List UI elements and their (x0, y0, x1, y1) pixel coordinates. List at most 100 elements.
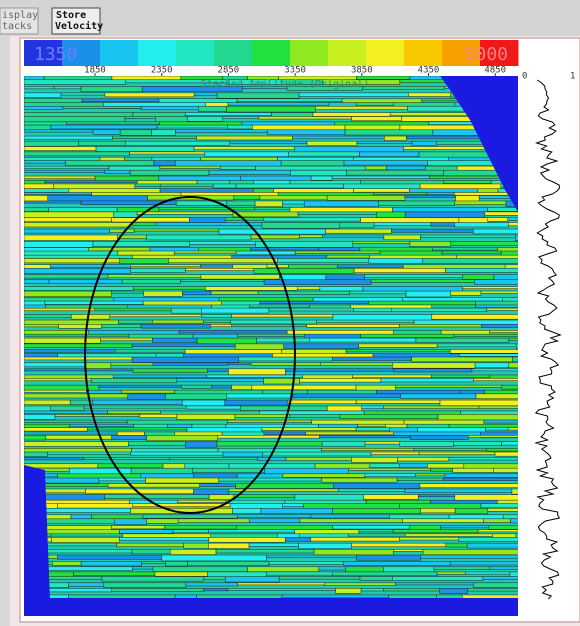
band (132, 566, 154, 570)
band (208, 537, 286, 543)
band (462, 274, 495, 280)
color-cell (24, 40, 63, 66)
band (165, 561, 188, 567)
band (359, 151, 420, 157)
band (507, 427, 518, 431)
button[interactable]: isplay tacks (0, 7, 39, 35)
band (24, 211, 114, 218)
band (475, 393, 518, 400)
band (216, 92, 300, 99)
band (81, 98, 160, 102)
band (450, 290, 482, 296)
color-cell (62, 40, 101, 66)
band (87, 427, 188, 431)
band (383, 234, 421, 241)
band (109, 314, 202, 317)
band (24, 207, 49, 212)
band (131, 356, 239, 363)
band (484, 211, 518, 216)
band (175, 129, 268, 133)
band (404, 211, 486, 218)
band (143, 290, 183, 297)
band (130, 268, 186, 273)
band (159, 183, 214, 187)
band (24, 146, 97, 151)
band (24, 86, 55, 90)
band (512, 356, 518, 362)
band (94, 307, 172, 312)
band (196, 337, 257, 345)
band (299, 378, 382, 383)
band (407, 105, 465, 112)
band (326, 195, 406, 201)
band (222, 451, 263, 458)
color-bar-min: 1350 (34, 44, 77, 65)
band (482, 576, 518, 580)
band (92, 241, 190, 247)
band (212, 183, 237, 189)
band (309, 337, 417, 343)
band (400, 393, 477, 399)
band (158, 175, 241, 182)
band (393, 368, 473, 373)
band (177, 518, 250, 523)
button-label: isplay (2, 10, 38, 21)
band (234, 343, 285, 350)
band (196, 180, 230, 185)
band (250, 247, 319, 251)
band (262, 389, 308, 395)
band (234, 414, 290, 418)
band (349, 290, 407, 295)
band (430, 467, 453, 472)
band (104, 92, 195, 98)
band (339, 222, 375, 229)
band (504, 264, 518, 271)
button[interactable]: Store Velocity (51, 7, 103, 35)
band (411, 356, 513, 363)
band (183, 542, 209, 549)
band (487, 508, 518, 512)
band (392, 207, 488, 213)
band (433, 566, 490, 570)
band (206, 374, 303, 378)
band (92, 399, 183, 405)
band (260, 508, 333, 514)
band (24, 105, 64, 110)
band (351, 116, 402, 121)
band (177, 499, 226, 503)
band (109, 228, 135, 233)
band (68, 594, 176, 598)
band (201, 307, 270, 314)
band (404, 488, 513, 494)
band (185, 582, 238, 587)
band (364, 441, 401, 445)
band (193, 488, 230, 495)
band (130, 451, 224, 456)
band (508, 222, 518, 227)
band (24, 307, 96, 312)
band (98, 477, 146, 482)
band (352, 374, 432, 378)
band (44, 300, 144, 305)
band (114, 518, 148, 525)
band (24, 353, 58, 358)
band (477, 529, 518, 533)
band (431, 314, 518, 320)
band (159, 165, 221, 169)
band (455, 195, 480, 202)
band (184, 112, 272, 116)
band (332, 571, 438, 577)
trace-label: 1 (570, 72, 575, 82)
band (146, 435, 219, 442)
band (208, 494, 234, 500)
band (24, 200, 82, 204)
band (289, 414, 341, 418)
band (169, 457, 258, 461)
band (24, 135, 113, 140)
band (265, 571, 333, 576)
band (474, 362, 510, 368)
band (313, 549, 394, 556)
band (465, 571, 511, 575)
band (356, 554, 421, 561)
